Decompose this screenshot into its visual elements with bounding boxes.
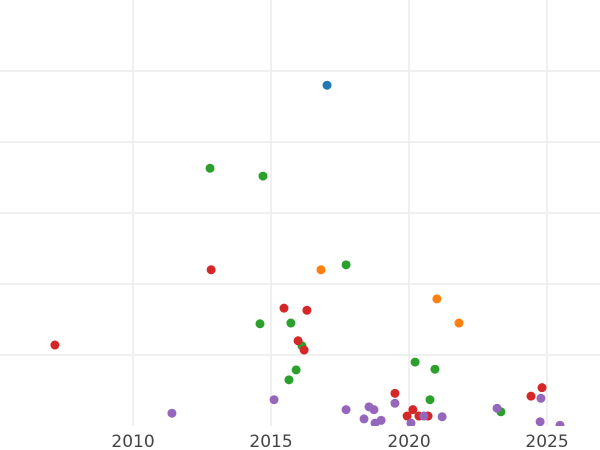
data-point (555, 420, 565, 426)
data-point (425, 395, 435, 405)
data-point (258, 171, 268, 181)
data-point (284, 375, 294, 385)
data-point (437, 412, 447, 422)
data-point (50, 340, 60, 350)
x-tick-label: 2010 (111, 432, 154, 450)
data-points (50, 80, 565, 426)
data-point (432, 294, 442, 304)
data-point (535, 417, 545, 426)
data-point (291, 365, 301, 375)
data-point (341, 405, 351, 415)
data-point (299, 345, 309, 355)
data-point (269, 395, 279, 405)
data-point (410, 357, 420, 367)
data-point (322, 80, 332, 90)
x-tick-label: 2020 (387, 432, 430, 450)
x-tick-label: 2015 (249, 432, 292, 450)
data-point (369, 405, 379, 415)
data-point (255, 319, 265, 329)
data-point (390, 388, 400, 398)
data-point (526, 391, 536, 401)
data-point (286, 318, 296, 328)
data-point (359, 414, 369, 424)
data-point (430, 364, 440, 374)
x-tick-label: 2025 (525, 432, 568, 450)
data-point (206, 265, 216, 275)
data-point (402, 411, 412, 421)
data-point (454, 318, 464, 328)
data-point (537, 383, 547, 393)
data-point (376, 415, 386, 425)
data-point (302, 305, 312, 315)
data-point (293, 336, 303, 346)
grid (0, 0, 600, 426)
data-point (408, 405, 418, 415)
data-point (536, 393, 546, 403)
data-point (406, 418, 416, 426)
data-point (390, 398, 400, 408)
data-point (492, 403, 502, 413)
data-point (205, 163, 215, 173)
data-point (419, 411, 429, 421)
data-point (316, 265, 326, 275)
data-point (279, 303, 289, 313)
data-point (167, 408, 177, 418)
x-axis-ticks: 2010 2015 2020 2025 (111, 432, 568, 450)
data-point (341, 260, 351, 270)
